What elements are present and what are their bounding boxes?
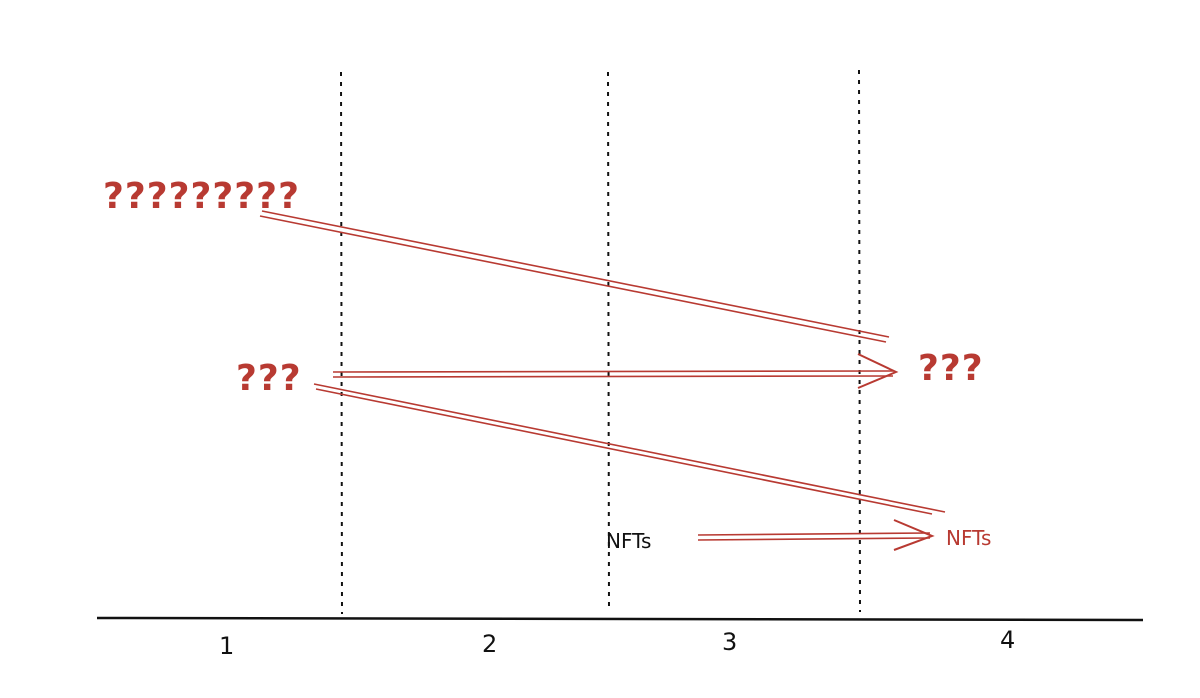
connector-left-to-right-arrow [332, 353, 899, 389]
divider-line-3 [858, 69, 861, 613]
left-three-questions-label: ??? [236, 358, 302, 399]
baseline-axis [96, 616, 1144, 622]
connector-left-to-nfts [313, 383, 946, 515]
right-three-questions-label: ??? [918, 348, 984, 389]
connector-many-to-right [259, 210, 890, 343]
nfts-source-label: NFTs [606, 529, 651, 553]
divider-line-2 [607, 71, 610, 613]
axis-label-3: 3 [722, 628, 737, 656]
axis-label-2: 2 [482, 630, 497, 658]
axis-label-1: 1 [219, 632, 234, 660]
axis-label-4: 4 [1000, 626, 1015, 654]
nfts-target-label: NFTs [946, 526, 991, 550]
divider-line-1 [340, 71, 343, 615]
left-many-questions-label: ????????? [103, 176, 300, 217]
connector-nfts-arrow [697, 519, 935, 551]
